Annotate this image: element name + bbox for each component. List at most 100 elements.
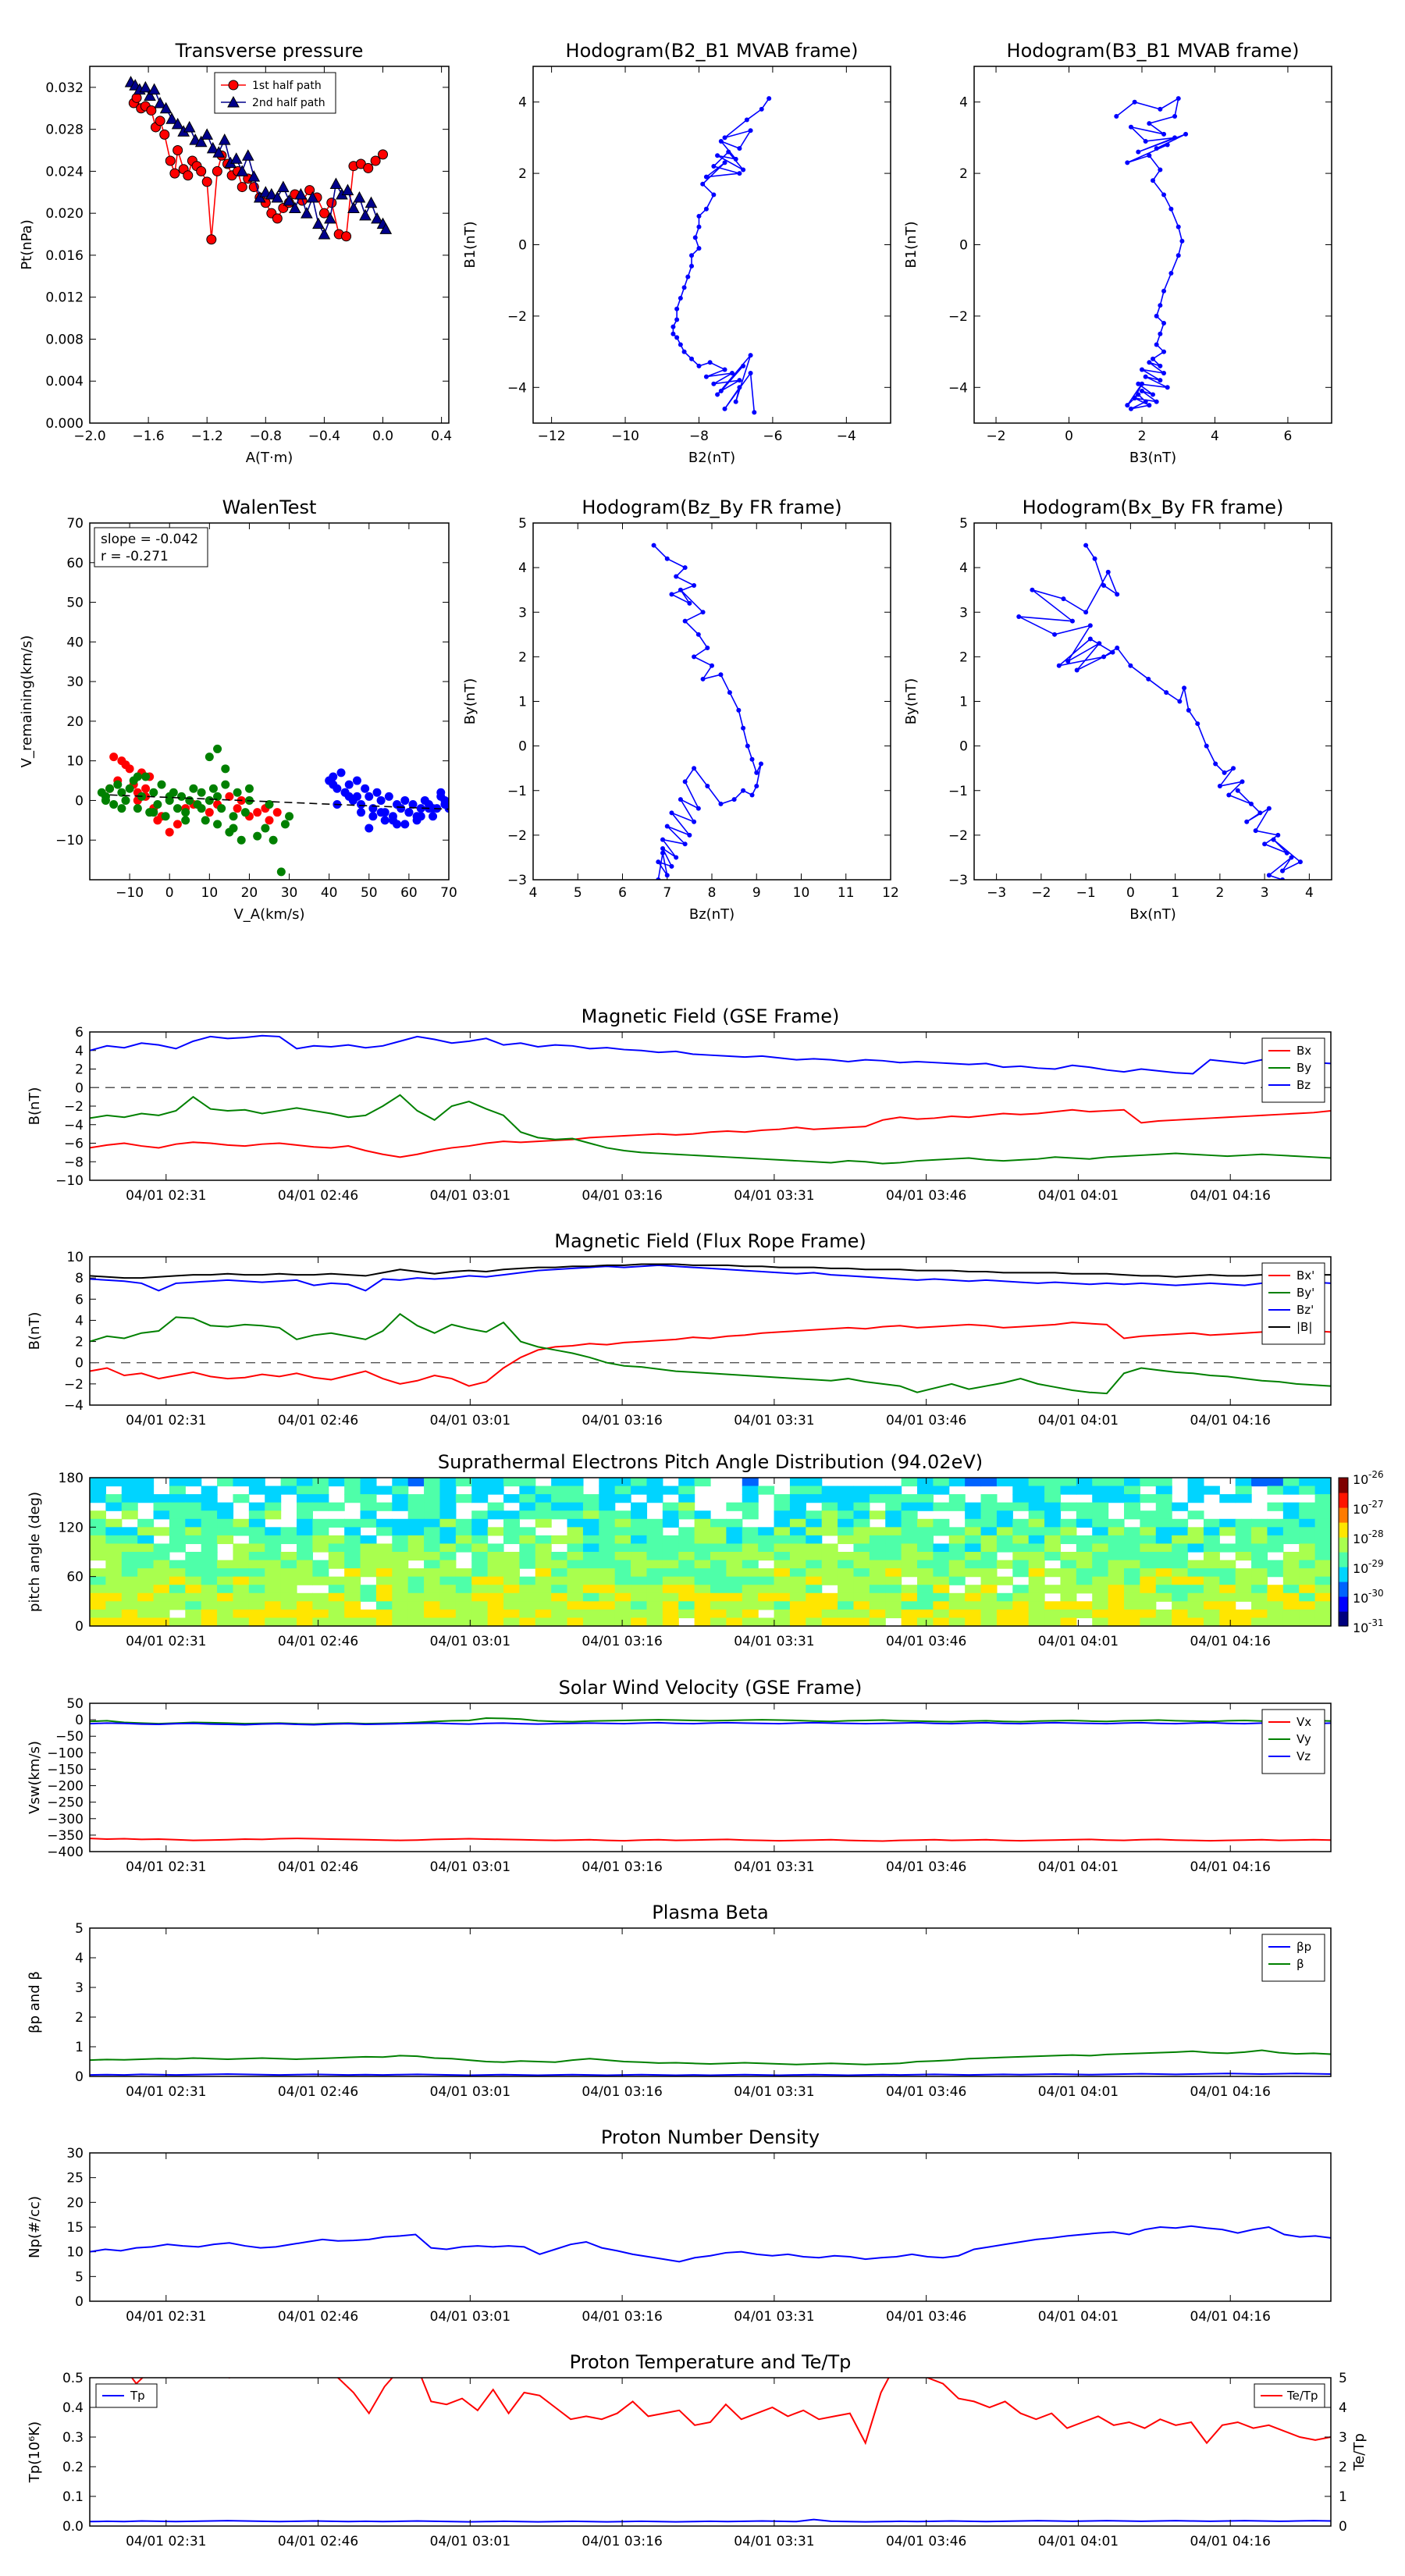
x-tick-label: 60 bbox=[400, 885, 418, 901]
heatmap-cell bbox=[917, 1543, 934, 1553]
walen-point-first bbox=[205, 808, 214, 817]
hodogram-point bbox=[1158, 378, 1163, 383]
hodogram-point bbox=[722, 367, 727, 372]
y-tick-label: 3 bbox=[518, 605, 527, 621]
heatmap-cell bbox=[344, 1617, 361, 1627]
heatmap-cell bbox=[821, 1494, 838, 1503]
heatmap-cell bbox=[758, 1568, 775, 1578]
heatmap-cell bbox=[312, 1527, 329, 1536]
hodogram-point bbox=[1154, 313, 1159, 318]
heatmap-cell bbox=[869, 1543, 886, 1553]
heatmap-cell bbox=[90, 1592, 106, 1602]
colorbar-cell bbox=[1339, 1608, 1348, 1612]
heatmap-cell bbox=[519, 1502, 536, 1511]
heatmap-cell bbox=[1060, 1592, 1077, 1602]
heatmap-cell bbox=[1092, 1617, 1109, 1627]
heatmap-cell bbox=[1235, 1527, 1252, 1536]
heatmap-cell bbox=[1092, 1560, 1109, 1569]
walen-point-second bbox=[261, 824, 270, 833]
heatmap-cell bbox=[567, 1527, 584, 1536]
heatmap-cell bbox=[201, 1527, 218, 1536]
hodogram-point bbox=[696, 246, 702, 251]
walen-point-third bbox=[440, 795, 449, 805]
plot-frame bbox=[89, 2377, 1332, 2527]
heatmap-cell bbox=[375, 1592, 393, 1602]
hodogram-point bbox=[695, 632, 701, 637]
heatmap-cell bbox=[980, 1609, 998, 1619]
y-tick-label: 4 bbox=[959, 560, 968, 576]
heatmap-cell bbox=[1124, 1568, 1140, 1578]
heatmap-cell bbox=[933, 1609, 950, 1619]
heatmap-cell bbox=[392, 1552, 409, 1561]
heatmap-cell bbox=[806, 1585, 823, 1594]
heatmap-cell bbox=[710, 1552, 727, 1561]
heatmap-cell bbox=[1108, 1592, 1125, 1602]
data-point-circle bbox=[326, 197, 337, 208]
time-tick-label: 04/01 04:01 bbox=[1038, 1859, 1119, 1875]
heatmap-cell bbox=[1028, 1560, 1045, 1569]
y-tick-label: −1 bbox=[507, 784, 527, 799]
heatmap-cell bbox=[965, 1568, 982, 1578]
x-tick-label: −0.4 bbox=[308, 429, 340, 444]
heatmap-cell bbox=[774, 1502, 791, 1511]
heatmap-cell bbox=[1251, 1527, 1268, 1536]
heatmap-cell bbox=[1028, 1609, 1045, 1619]
heatmap-cell bbox=[1140, 1609, 1157, 1619]
hodogram-point bbox=[1092, 556, 1097, 561]
heatmap-cell bbox=[789, 1568, 806, 1578]
x-tick-label: 2 bbox=[1138, 429, 1147, 444]
colorbar-cell bbox=[1339, 1497, 1348, 1501]
heatmap-cell bbox=[599, 1527, 616, 1536]
heatmap-cell bbox=[1187, 1478, 1204, 1487]
time-tick-label: 04/01 02:31 bbox=[126, 1188, 206, 1204]
heatmap-cell bbox=[917, 1552, 934, 1561]
heatmap-cell bbox=[948, 1617, 966, 1627]
heatmap-cell bbox=[678, 1535, 695, 1545]
x-tick-label: 4 bbox=[1211, 429, 1219, 444]
heatmap-cell bbox=[535, 1617, 552, 1627]
heatmap-cell bbox=[439, 1560, 457, 1569]
heatmap-cell bbox=[1140, 1510, 1157, 1520]
heatmap-cell bbox=[1028, 1543, 1045, 1553]
data-point-triangle bbox=[289, 201, 301, 213]
heatmap-cell bbox=[869, 1585, 886, 1594]
hodogram-point bbox=[722, 160, 727, 165]
chart-title: Transverse pressure bbox=[175, 40, 364, 62]
heatmap-cell bbox=[885, 1609, 902, 1619]
hodogram-point bbox=[1176, 96, 1181, 101]
heatmap-cell bbox=[1076, 1585, 1093, 1594]
walen-point-second bbox=[213, 792, 222, 801]
hodogram-point bbox=[700, 181, 706, 187]
heatmap-cell bbox=[233, 1601, 250, 1610]
heatmap-cell bbox=[535, 1568, 552, 1578]
heatmap-cell bbox=[1124, 1592, 1140, 1602]
heatmap-cell bbox=[424, 1568, 441, 1578]
heatmap-cell bbox=[1187, 1609, 1204, 1619]
heatmap-cell bbox=[869, 1527, 886, 1536]
heatmap-cell bbox=[121, 1617, 138, 1627]
hodogram-point bbox=[1177, 699, 1183, 704]
heatmap-cell bbox=[375, 1601, 393, 1610]
heatmap-cell bbox=[185, 1502, 202, 1511]
hodogram-point bbox=[1280, 868, 1286, 873]
y-tick-label: 1 bbox=[75, 2040, 84, 2055]
time-tick-label: 04/01 04:01 bbox=[1038, 2084, 1119, 2100]
x-tick-label: −0.8 bbox=[250, 429, 282, 444]
heatmap-cell bbox=[217, 1560, 234, 1569]
hodogram-point bbox=[715, 392, 720, 397]
y-tick-label: 0.5 bbox=[62, 2371, 84, 2386]
colorbar-cell bbox=[1339, 1495, 1348, 1498]
hodogram-point bbox=[1158, 106, 1163, 112]
y-axis-label: B(nT) bbox=[27, 1312, 43, 1350]
y-tick-label: 2 bbox=[959, 166, 968, 182]
y-tick-label: 8 bbox=[75, 1271, 84, 1286]
heatmap-cell bbox=[1203, 1535, 1220, 1545]
walen-point-third bbox=[352, 792, 361, 801]
heatmap-cell bbox=[1060, 1535, 1077, 1545]
hodogram-point bbox=[1151, 356, 1155, 361]
heatmap-cell bbox=[344, 1601, 361, 1610]
hodogram-point bbox=[696, 224, 702, 229]
chart-title: Proton Number Density bbox=[601, 2126, 820, 2148]
heatmap-cell bbox=[821, 1518, 838, 1528]
hodogram-point bbox=[718, 138, 724, 144]
